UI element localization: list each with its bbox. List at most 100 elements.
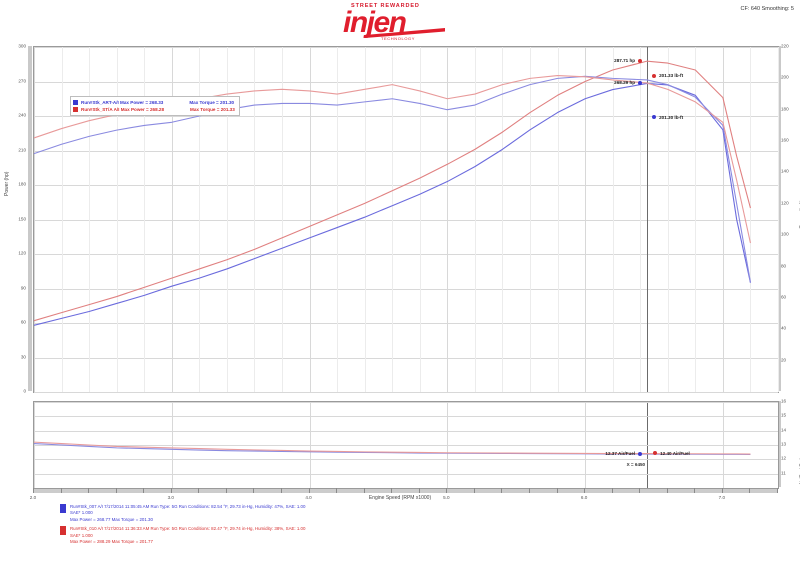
gridline-v xyxy=(419,47,421,392)
y-left-tick-label: 120 xyxy=(18,250,26,256)
x-tick-mark xyxy=(749,488,751,493)
afr-gridline-v xyxy=(585,402,587,488)
x-tick-label: 7.0 xyxy=(718,495,726,500)
x-tick-mark xyxy=(115,488,117,493)
x-tick-mark xyxy=(198,488,200,493)
x-axis-scale xyxy=(33,488,777,493)
y-right-tick-label: 100 xyxy=(781,231,789,237)
peak-red-hp-label: 287.71 hp xyxy=(614,58,645,63)
gridline-v xyxy=(667,47,669,392)
y-left-tick-label: 270 xyxy=(18,78,26,83)
legend-swatch xyxy=(73,107,78,112)
peak-red-torque-dot xyxy=(652,73,657,78)
x-tick-mark xyxy=(253,488,255,493)
gridline-v xyxy=(116,47,118,392)
gridline-v xyxy=(144,47,146,392)
gridline-v xyxy=(640,47,642,392)
afr-tick-label: 16 xyxy=(781,398,787,404)
x-tick-label: 5.0 xyxy=(443,495,450,500)
cursor-line xyxy=(647,47,649,392)
afr-gridline-h xyxy=(34,445,778,446)
y-right-tick-label: 20 xyxy=(781,357,787,363)
x-tick-mark xyxy=(529,488,530,493)
gridline-h xyxy=(34,323,778,324)
gridline-v xyxy=(585,47,587,392)
gridline-v xyxy=(530,47,531,392)
gridline-v xyxy=(722,47,724,392)
afr-tick-label: 11 xyxy=(781,470,786,476)
gridline-v xyxy=(447,47,449,392)
peak-blue-torque-label: 201.30 lb-ft xyxy=(649,115,683,120)
x-tick-mark xyxy=(33,488,34,493)
x-tick-label: 3.0 xyxy=(167,495,174,500)
gridline-v xyxy=(282,47,283,392)
y-left-tick-label: 300 xyxy=(18,43,26,49)
gridline-v xyxy=(474,47,476,392)
y-axis-right-scale xyxy=(777,46,781,391)
x-tick-mark xyxy=(60,488,62,493)
legend-row: Run#Stk_ART-A/I Max Power = 268.33 Max To… xyxy=(73,99,235,106)
x-tick-mark xyxy=(694,488,696,493)
gridline-h xyxy=(34,219,778,221)
legend-max-torque: Max Torque = 201.30 xyxy=(189,100,235,105)
y-right-tick-label: 220 xyxy=(781,43,789,49)
brand-subtitle: TECHNOLOGY xyxy=(381,36,416,41)
legend-row: Run#Stk_ST/A A/I Max Power = 268.28 Max T… xyxy=(73,106,235,113)
x-tick-mark xyxy=(143,488,145,493)
peak-blue-hp-dot xyxy=(638,80,643,85)
y-left-tick-label: 30 xyxy=(20,354,26,359)
legend-run-name: Run#Stk_ART-A/I Max Power = 268.33 xyxy=(81,100,164,105)
gridline-v xyxy=(557,47,559,392)
x-axis-title: Engine Speed (RPM x1000) xyxy=(368,495,432,501)
x-tick-mark xyxy=(88,488,90,493)
x-tick-label: 4.0 xyxy=(305,495,312,500)
x-tick-mark xyxy=(281,488,282,493)
y-right-tick-label: 80 xyxy=(781,263,787,269)
x-tick-mark xyxy=(336,488,338,493)
y-right-tick-label: 120 xyxy=(781,200,789,206)
brand-swoosh xyxy=(365,28,445,38)
afr-gridline-v xyxy=(447,402,449,488)
correction-factor-note: CF: 640 Smoothing: 5 xyxy=(740,6,794,12)
y-right-tick-label: 200 xyxy=(781,74,789,80)
peak-red-torque-value: 201.33 lb-ft xyxy=(659,73,684,79)
gridline-v xyxy=(171,47,173,392)
afr-red-label: 12.40 Air/Fuel xyxy=(650,451,690,456)
gridline-h xyxy=(34,185,778,186)
run-detail-line: SAE* 1.000 xyxy=(70,532,93,538)
y-axis-left-scale xyxy=(28,46,32,391)
gridline-h xyxy=(34,288,778,290)
afr-gridline-v xyxy=(34,402,35,488)
y-left-tick-label: 60 xyxy=(20,319,26,325)
afr-curves xyxy=(33,441,751,456)
gridline-v xyxy=(254,47,256,392)
y-right-tick-label: 180 xyxy=(781,106,789,112)
y-left-tick-label: 240 xyxy=(18,112,26,118)
gridline-h xyxy=(34,81,778,83)
x-tick-mark xyxy=(363,488,365,493)
gridline-h xyxy=(34,150,778,152)
peak-blue-torque-dot xyxy=(652,115,657,120)
x-tick-label: 6.0 xyxy=(580,495,588,500)
run-color-chip xyxy=(60,504,66,513)
y-left-tick-label: 210 xyxy=(18,147,26,152)
afr-gridline-v xyxy=(171,402,173,488)
afr-gridline-h xyxy=(34,402,778,403)
run-color-chip xyxy=(60,526,66,536)
run-details-list: Run#Stk_007 A/I 7/17/2014 11:05:45 AM Ru… xyxy=(60,504,660,548)
gridline-v xyxy=(502,47,504,392)
y-right-tick-label: 60 xyxy=(781,294,787,300)
y-left-tick-label: 0 xyxy=(23,388,26,394)
power-torque-plot: Run#Stk_ART-A/I Max Power = 268.33 Max To… xyxy=(33,46,779,393)
afr-gridline-h xyxy=(34,473,778,475)
gridline-v xyxy=(612,47,614,392)
peak-red-hp-dot xyxy=(638,58,643,63)
gridline-v xyxy=(695,47,697,392)
afr-blue-value: 12.37 Air/Fuel xyxy=(605,451,636,457)
gridline-v xyxy=(34,47,35,392)
y-left-tick-label: 90 xyxy=(20,285,26,290)
x-tick-mark xyxy=(418,488,420,493)
y-right-tick-label: 40 xyxy=(781,325,787,331)
x-tick-mark xyxy=(391,488,393,493)
series-legend: Run#Stk_ART-A/I Max Power = 268.33 Max To… xyxy=(70,96,240,116)
